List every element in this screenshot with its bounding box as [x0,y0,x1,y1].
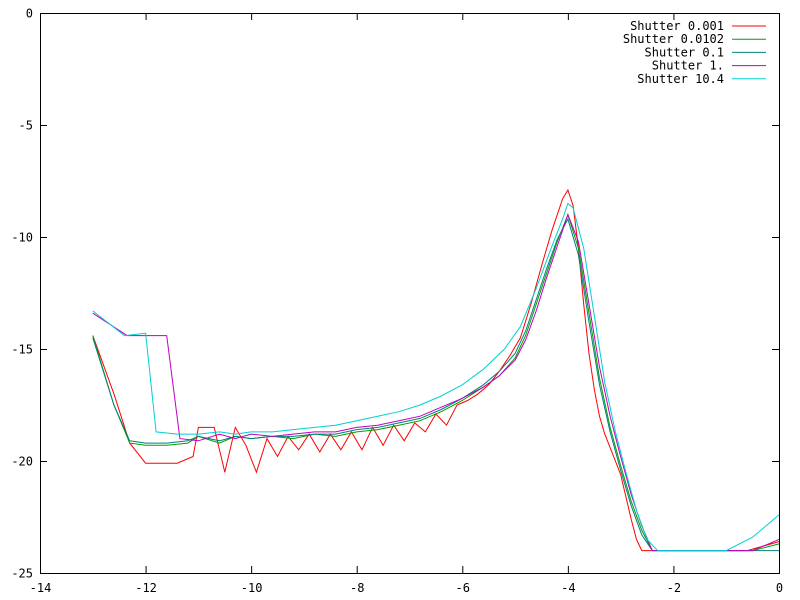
axis-ticks: -14 -12 -10 -8 -6 -4 -2 00-5-10-15-20-25 [11,7,783,596]
series-line-1 [92,188,780,552]
legend-label: Shutter 1. [652,59,724,73]
x-tick-label: -6 [456,581,470,595]
series-line-4 [92,213,780,552]
x-tick-label: -10 [241,581,263,595]
x-tick-label: -4 [561,581,575,595]
legend-label: Shutter 10.4 [637,72,724,86]
plot-frame [40,13,780,574]
y-tick-label: -5 [19,119,33,133]
legend-label: Shutter 0.001 [630,19,724,33]
x-tick-label: -2 [667,581,681,595]
series-line-5 [92,202,780,552]
legend-label: Shutter 0.0102 [623,32,724,46]
y-tick-label: -25 [11,567,33,581]
x-tick-label: -12 [135,581,157,595]
series-line-2 [92,213,780,552]
x-tick-label: 0 [776,581,783,595]
series-layer [92,188,780,552]
legend-label: Shutter 0.1 [645,45,724,59]
x-tick-label: -8 [350,581,364,595]
y-tick-label: 0 [26,7,33,21]
x-tick-label: -14 [30,581,52,595]
y-tick-label: -15 [11,343,33,357]
y-tick-label: -10 [11,231,33,245]
y-tick-label: -20 [11,455,33,469]
series-line-3 [92,217,779,552]
